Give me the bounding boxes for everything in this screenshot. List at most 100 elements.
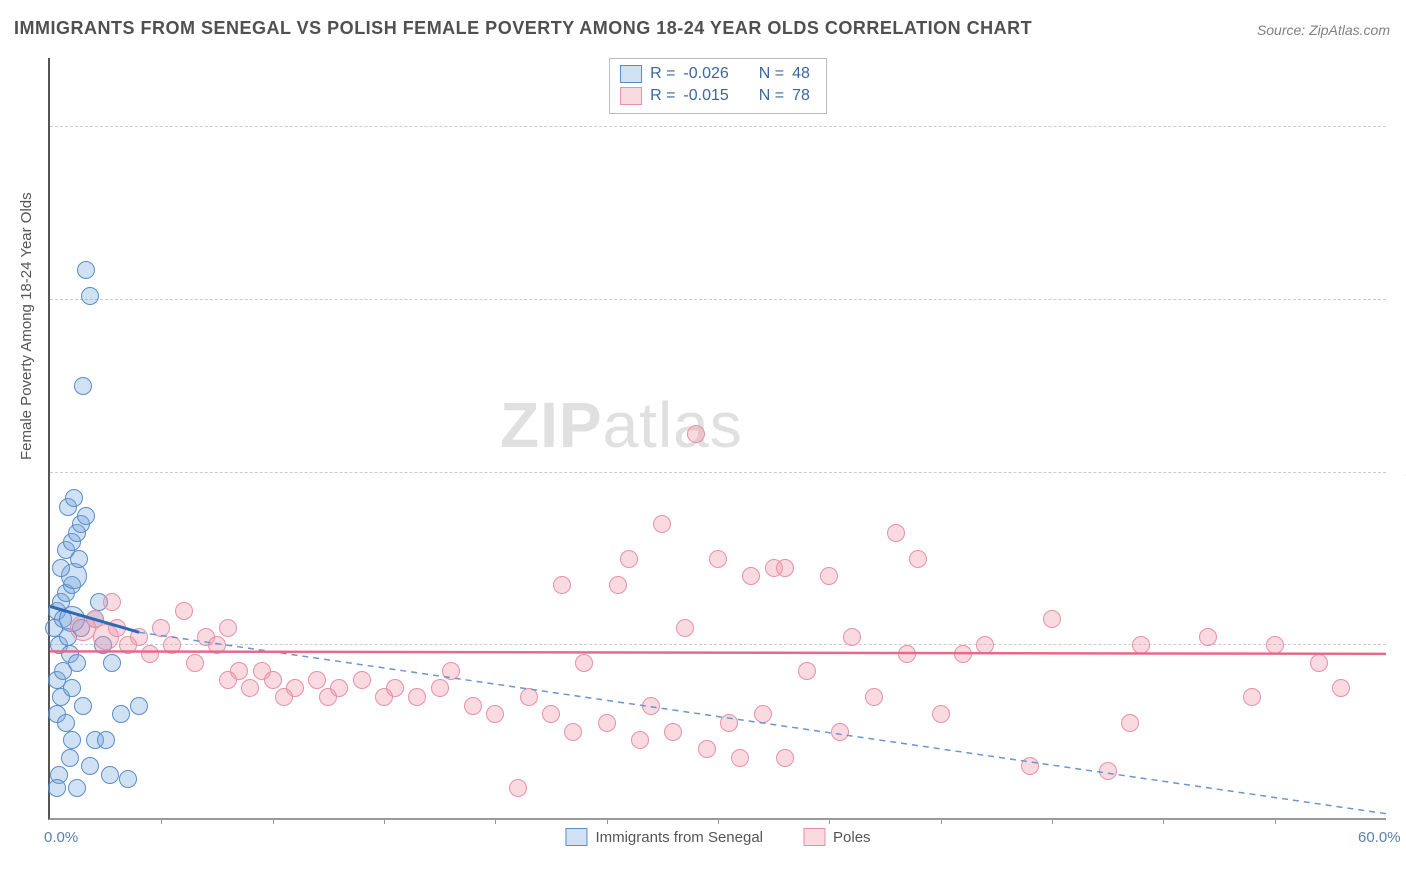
scatter-point [1132, 636, 1150, 654]
scatter-point [698, 740, 716, 758]
scatter-point [130, 697, 148, 715]
scatter-point [932, 705, 950, 723]
source-label: Source: ZipAtlas.com [1257, 22, 1390, 38]
x-tick [495, 818, 496, 824]
scatter-point [620, 550, 638, 568]
x-tick [1275, 818, 1276, 824]
scatter-point [653, 515, 671, 533]
x-tick [718, 818, 719, 824]
scatter-point [81, 287, 99, 305]
watermark: ZIPatlas [500, 388, 743, 462]
scatter-point [631, 731, 649, 749]
scatter-point [103, 654, 121, 672]
x-tick [273, 818, 274, 824]
scatter-point [909, 550, 927, 568]
scatter-point [48, 671, 66, 689]
scatter-point [520, 688, 538, 706]
scatter-point [61, 749, 79, 767]
scatter-point [48, 602, 66, 620]
scatter-point [63, 533, 81, 551]
scatter-point [564, 723, 582, 741]
legend-stats: R = -0.026 N = 48 R = -0.015 N = 78 [609, 58, 827, 114]
scatter-point [219, 619, 237, 637]
scatter-point [754, 705, 772, 723]
scatter-point [1310, 654, 1328, 672]
x-tick [1052, 818, 1053, 824]
scatter-point [976, 636, 994, 654]
gridline-h [50, 126, 1386, 127]
x-tick [384, 818, 385, 824]
scatter-point [152, 619, 170, 637]
scatter-point [865, 688, 883, 706]
scatter-point [74, 377, 92, 395]
x-tick [829, 818, 830, 824]
scatter-point [186, 654, 204, 672]
scatter-point [59, 498, 77, 516]
y-axis-label: Female Poverty Among 18-24 Year Olds [18, 192, 35, 460]
scatter-point [103, 593, 121, 611]
scatter-point [112, 705, 130, 723]
scatter-point [63, 731, 81, 749]
scatter-point [408, 688, 426, 706]
x-tick-label: 0.0% [44, 829, 78, 846]
x-tick [161, 818, 162, 824]
legend-row-senegal: R = -0.026 N = 48 [620, 63, 810, 85]
scatter-point [798, 662, 816, 680]
scatter-point [119, 770, 137, 788]
legend-row-poles: R = -0.015 N = 78 [620, 85, 810, 107]
scatter-point [86, 610, 104, 628]
scatter-point [72, 515, 90, 533]
scatter-point [86, 731, 104, 749]
scatter-point [208, 636, 226, 654]
scatter-point [97, 731, 115, 749]
scatter-point [65, 489, 83, 507]
scatter-point [70, 550, 88, 568]
scatter-point [843, 628, 861, 646]
scatter-point [70, 615, 96, 641]
scatter-point [52, 688, 70, 706]
scatter-point [130, 628, 148, 646]
scatter-point [1021, 757, 1039, 775]
scatter-point [431, 679, 449, 697]
scatter-point [86, 610, 104, 628]
scatter-point [68, 654, 86, 672]
scatter-point [45, 619, 63, 637]
swatch-poles [620, 87, 642, 105]
scatter-point [77, 261, 95, 279]
scatter-point [664, 723, 682, 741]
x-tick-label: 60.0% [1358, 829, 1401, 846]
scatter-point [820, 567, 838, 585]
scatter-point [197, 628, 215, 646]
scatter-point [286, 679, 304, 697]
scatter-point [230, 662, 248, 680]
scatter-point [63, 679, 81, 697]
scatter-point [898, 645, 916, 663]
scatter-point [163, 636, 181, 654]
gridline-h [50, 299, 1386, 300]
scatter-point [609, 576, 627, 594]
scatter-point [52, 593, 70, 611]
scatter-point [1099, 762, 1117, 780]
scatter-point [1199, 628, 1217, 646]
scatter-point [219, 671, 237, 689]
scatter-point [63, 576, 81, 594]
scatter-point [61, 645, 79, 663]
scatter-point [81, 757, 99, 775]
scatter-point [61, 563, 87, 589]
scatter-point [776, 749, 794, 767]
scatter-point [72, 619, 90, 637]
legend-bottom: Immigrants from Senegal Poles [565, 828, 870, 846]
scatter-point [241, 679, 259, 697]
gridline-h [50, 472, 1386, 473]
scatter-point [720, 714, 738, 732]
scatter-point [48, 779, 66, 797]
scatter-point [52, 559, 70, 577]
scatter-point [486, 705, 504, 723]
scatter-point [50, 636, 68, 654]
scatter-point [68, 524, 86, 542]
plot-area: ZIPatlas R = -0.026 N = 48 R = -0.015 N … [48, 58, 1386, 820]
scatter-point [77, 507, 95, 525]
scatter-point [50, 766, 68, 784]
x-tick [607, 818, 608, 824]
scatter-point [308, 671, 326, 689]
